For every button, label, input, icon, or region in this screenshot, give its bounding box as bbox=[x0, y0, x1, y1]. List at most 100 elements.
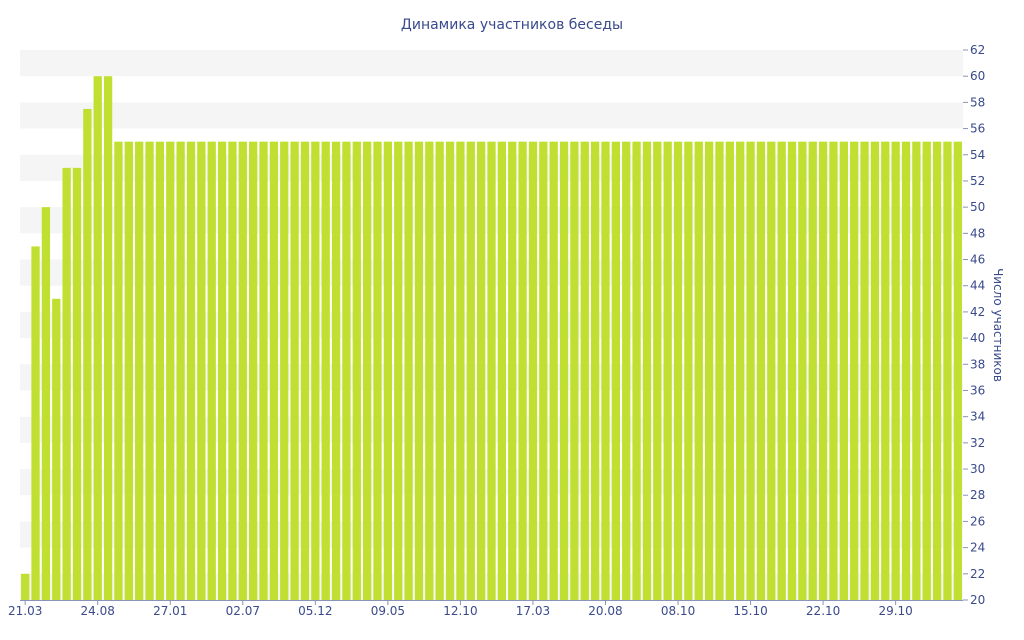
bar bbox=[435, 141, 444, 600]
bar bbox=[891, 141, 900, 600]
bar bbox=[186, 141, 196, 600]
bar bbox=[383, 141, 393, 600]
bar bbox=[611, 141, 620, 600]
y-tick-label: 26 bbox=[970, 514, 985, 528]
bar bbox=[632, 141, 641, 600]
bar bbox=[352, 141, 361, 600]
bar bbox=[922, 141, 931, 600]
bar bbox=[114, 141, 123, 600]
bar bbox=[912, 141, 921, 600]
y-tick-label: 58 bbox=[970, 95, 985, 109]
y-tick-label: 56 bbox=[970, 122, 985, 136]
y-tick-label: 32 bbox=[970, 436, 985, 450]
y-tick-label: 42 bbox=[970, 305, 985, 319]
bar bbox=[777, 141, 786, 600]
bar bbox=[539, 141, 548, 600]
bar bbox=[62, 167, 71, 600]
bar bbox=[21, 573, 30, 600]
grid-band bbox=[20, 102, 963, 129]
bar bbox=[881, 141, 890, 600]
bar bbox=[642, 141, 652, 600]
bar bbox=[280, 141, 289, 600]
bar bbox=[135, 141, 144, 600]
y-tick-label: 24 bbox=[970, 541, 985, 555]
x-tick-label: 21.03 bbox=[8, 604, 42, 618]
bar bbox=[487, 141, 496, 600]
y-tick-label: 40 bbox=[970, 331, 985, 345]
chart-title: Динамика участников беседы bbox=[401, 17, 623, 33]
x-tick-label: 20.08 bbox=[588, 604, 622, 618]
bar bbox=[72, 167, 82, 600]
x-tick-label: 15.10 bbox=[733, 604, 767, 618]
y-tick-label: 48 bbox=[970, 226, 985, 240]
bar bbox=[207, 141, 216, 600]
y-tick-label: 34 bbox=[970, 410, 985, 424]
bar bbox=[176, 141, 185, 600]
bar bbox=[445, 141, 455, 600]
bar bbox=[342, 141, 351, 600]
y-tick-label: 20 bbox=[970, 593, 985, 607]
y-tick-label: 50 bbox=[970, 200, 985, 214]
bar bbox=[31, 246, 40, 600]
x-tick-label: 17.03 bbox=[516, 604, 550, 618]
bar bbox=[394, 141, 403, 600]
bar bbox=[404, 141, 413, 600]
x-tick-label: 05.12 bbox=[298, 604, 332, 618]
y-axis-ticks: 20 22 24 26 28 30 32 34 36 38 40 42 44 46 48 50 52 54 56 58… bbox=[963, 43, 985, 607]
y-tick-label: 22 bbox=[970, 567, 985, 581]
bar bbox=[269, 141, 279, 600]
bar bbox=[850, 141, 859, 600]
y-tick-label: 36 bbox=[970, 383, 985, 397]
bar bbox=[704, 141, 714, 600]
bar bbox=[52, 298, 61, 600]
bar bbox=[145, 141, 154, 600]
y-tick-label: 44 bbox=[970, 279, 985, 293]
bar bbox=[363, 141, 372, 600]
bar bbox=[41, 207, 51, 600]
x-tick-label: 12.10 bbox=[443, 604, 477, 618]
bar bbox=[736, 141, 745, 600]
bar bbox=[787, 141, 797, 600]
bar bbox=[622, 141, 631, 600]
bar bbox=[238, 141, 247, 600]
y-tick-label: 54 bbox=[970, 148, 985, 162]
bar bbox=[953, 141, 962, 600]
bar bbox=[197, 141, 206, 600]
y-tick-label: 38 bbox=[970, 357, 985, 371]
y-tick-label: 52 bbox=[970, 174, 985, 188]
bar bbox=[311, 141, 320, 600]
x-tick-label: 24.08 bbox=[81, 604, 115, 618]
bar bbox=[83, 108, 92, 600]
bar bbox=[798, 141, 807, 600]
y-tick-label: 28 bbox=[970, 488, 985, 502]
bar bbox=[300, 141, 310, 600]
bar bbox=[124, 141, 133, 600]
bar bbox=[673, 141, 683, 600]
bar bbox=[290, 141, 299, 600]
bar bbox=[476, 141, 486, 600]
bar bbox=[694, 141, 703, 600]
bar bbox=[870, 141, 880, 600]
bar bbox=[559, 141, 569, 600]
x-tick-label: 02.07 bbox=[226, 604, 260, 618]
x-axis-ticks: 21.03 24.08 27.01 02.07 05.12 09.05 12.10 17.03… bbox=[8, 600, 913, 618]
y-tick-label: 30 bbox=[970, 462, 985, 476]
y-tick-label: 46 bbox=[970, 253, 985, 267]
bar bbox=[228, 141, 237, 600]
x-tick-label: 22.10 bbox=[806, 604, 840, 618]
bar bbox=[570, 141, 579, 600]
bar bbox=[601, 141, 610, 600]
x-tick-label: 09.05 bbox=[371, 604, 405, 618]
y-axis-label: Число участников bbox=[991, 268, 1005, 382]
bar bbox=[756, 141, 766, 600]
bar bbox=[249, 141, 258, 600]
bar bbox=[508, 141, 517, 600]
bar bbox=[259, 141, 268, 600]
bar bbox=[93, 76, 102, 600]
bar bbox=[932, 141, 942, 600]
x-tick-label: 27.01 bbox=[153, 604, 187, 618]
bar bbox=[166, 141, 175, 600]
bar bbox=[590, 141, 600, 600]
